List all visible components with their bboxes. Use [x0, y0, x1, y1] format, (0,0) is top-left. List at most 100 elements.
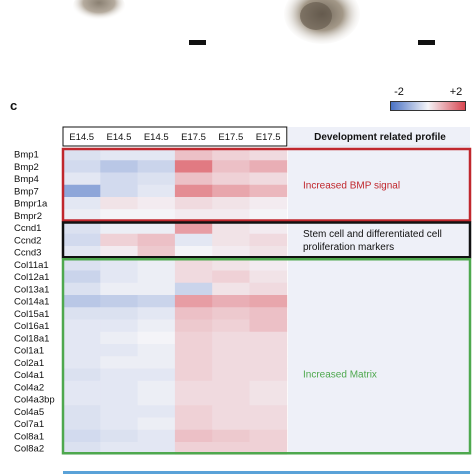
heatmap-cell [100, 295, 138, 308]
colorbar-max-label: +2 [449, 86, 463, 98]
column-label: E17.5 [181, 132, 206, 143]
group-box [61, 147, 472, 222]
heatmap-cell [212, 197, 250, 210]
heatmap-cell [212, 380, 250, 394]
heatmap-cell [63, 184, 101, 198]
heatmap-cell [212, 221, 250, 235]
gene-label: Col15a1 [14, 309, 49, 320]
heatmap-cell [212, 442, 250, 455]
heatmap-cell [137, 356, 176, 369]
heatmap-cell [100, 429, 138, 443]
heatmap-cell [174, 160, 213, 173]
heatmap-cell [174, 393, 213, 406]
bottom-group-strip [63, 471, 470, 474]
heatmap-cell [100, 221, 138, 235]
tissue-blob-left [73, 0, 125, 22]
heatmap-cell [212, 356, 250, 369]
heatmap-cell [249, 172, 288, 186]
heatmap-cell [249, 148, 288, 161]
panel-label: c [10, 98, 18, 113]
heatmap-cell [137, 258, 176, 271]
colorbar-min-label: -2 [394, 86, 404, 98]
heatmap-cell [100, 184, 138, 198]
heatmap-cell [63, 368, 101, 382]
heatmap-cell [137, 380, 176, 394]
heatmap-cell [100, 405, 138, 418]
heatmap-cell [212, 258, 250, 271]
gene-label: Col4a2 [14, 382, 44, 393]
column-label: E14.5 [69, 132, 94, 143]
heatmap-cell [137, 270, 176, 284]
heatmap-cell [174, 429, 213, 443]
gene-label: Col16a1 [14, 321, 49, 332]
group-label: proliferation markers [303, 242, 394, 253]
heatmap-cell [137, 429, 176, 443]
heatmap-cell [100, 148, 138, 161]
profile-background [288, 127, 470, 455]
heatmap-cell [100, 380, 138, 394]
heatmap-cell [249, 246, 288, 259]
heatmap-cell [63, 209, 101, 222]
heatmap-cell [174, 307, 213, 320]
heatmap-cell [249, 295, 288, 308]
heatmap-cell [137, 233, 176, 247]
heatmap-cell [249, 307, 288, 320]
heatmap-cell [137, 197, 176, 210]
heatmap-cell [212, 233, 250, 247]
gene-label: Col4a5 [14, 407, 44, 418]
heatmap-cell [100, 258, 138, 271]
gene-label: Col4a3bp [14, 395, 55, 406]
heatmap-cell [63, 197, 101, 210]
heatmap-cell [212, 172, 250, 186]
heatmap-cell [63, 258, 101, 271]
heatmap-cell [174, 221, 213, 235]
heatmap-cell [174, 356, 213, 369]
heatmap-cell [174, 148, 213, 161]
gene-label: Ccnd3 [14, 248, 41, 259]
heatmap-cell [212, 405, 250, 418]
heatmap-cell [174, 184, 213, 198]
heatmap-cell [100, 197, 138, 210]
heatmap-cell [137, 160, 176, 173]
heatmap-cell [100, 417, 138, 431]
heatmap-cell [212, 209, 250, 222]
gene-label: Col12a1 [14, 272, 49, 283]
heatmap-cell [63, 356, 101, 369]
heatmap-cell [212, 160, 250, 173]
group-label: Increased BMP signal [303, 180, 400, 191]
heatmap-cell [174, 380, 213, 394]
gene-label: Col8a1 [14, 431, 44, 442]
gene-label: Ccnd1 [14, 223, 41, 234]
heatmap-cell [174, 197, 213, 210]
heatmap-cell [137, 368, 176, 382]
heatmap-cell [63, 148, 101, 161]
heatmap-cell [100, 246, 138, 259]
colorbar-legend: -2 +2 [386, 86, 468, 122]
heatmap-cell [137, 331, 176, 345]
heatmap-cell [137, 393, 176, 406]
heatmap-cell [212, 307, 250, 320]
heatmap-cell [249, 331, 288, 345]
heatmap-cell [249, 197, 288, 210]
heatmap-cell [249, 233, 288, 247]
heatmap-cell [63, 393, 101, 406]
heatmap-cell [249, 442, 288, 455]
heatmap-cell [174, 405, 213, 418]
heatmap-cell [137, 319, 176, 333]
heatmap-cell [249, 258, 288, 271]
heatmap-cell [137, 417, 176, 431]
heatmap-cell [100, 331, 138, 345]
colorbar-gradient [390, 101, 466, 111]
heatmap-cell [249, 405, 288, 418]
gene-label: Col4a1 [14, 370, 44, 381]
column-label: E17.5 [218, 132, 243, 143]
column-label: E14.5 [107, 132, 132, 143]
heatmap-cell [137, 246, 176, 259]
heatmap-cell [137, 209, 176, 222]
heatmap-cell [63, 380, 101, 394]
heatmap-cell [63, 429, 101, 443]
heatmap-cell [212, 148, 250, 161]
heatmap-cell [63, 246, 101, 259]
heatmap-cell [212, 368, 250, 382]
